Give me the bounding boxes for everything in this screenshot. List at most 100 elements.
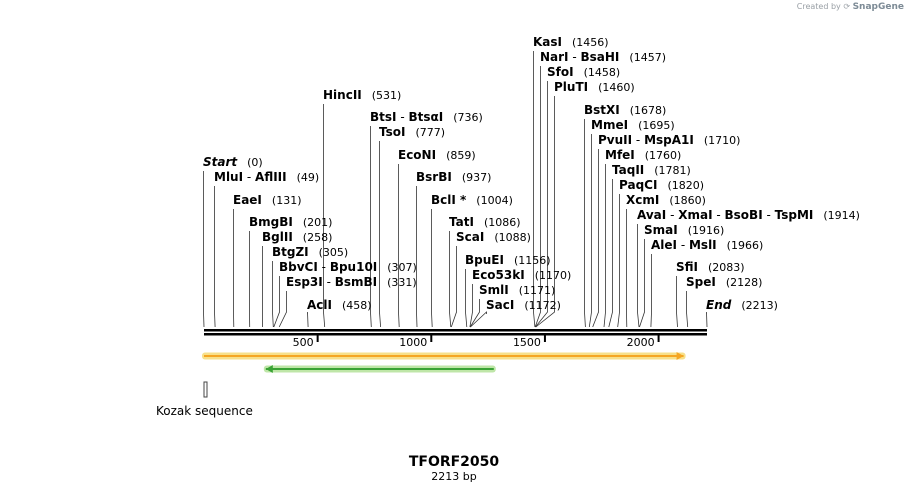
enzyme-name: TsoI — [379, 125, 405, 139]
axis-tick-mark — [316, 335, 319, 342]
site-position: (1172) — [524, 299, 561, 312]
site-position: (201) — [303, 216, 333, 229]
site-label[interactable]: SfiI (2083) — [676, 260, 745, 274]
site-label[interactable]: BpuEI (1156) — [465, 253, 551, 267]
site-mfei: MfeI (1760) — [603, 148, 681, 328]
site-leader-line — [370, 126, 372, 328]
feature-arrow-forward[interactable] — [202, 352, 686, 360]
enzyme-name: MspA1I — [644, 133, 694, 147]
site-label[interactable]: BsrBI (937) — [416, 170, 491, 184]
site-position: (1460) — [598, 81, 635, 94]
enzyme-name: XcmI — [626, 193, 659, 207]
site-label[interactable]: MfeI (1760) — [605, 148, 681, 162]
site-label[interactable]: PluTI (1460) — [554, 80, 635, 94]
site-label[interactable]: PvuII - MspA1I (1710) — [598, 133, 740, 147]
enzyme-name: SpeI — [686, 275, 716, 289]
site-label[interactable]: BtsI - BtsαI (736) — [370, 110, 483, 124]
enzyme-name: BsaHI — [581, 50, 620, 64]
feature-arrow-reverse[interactable] — [263, 365, 496, 373]
backbone-bottom-strand — [204, 333, 707, 336]
site-label[interactable]: BclI * (1004) — [431, 193, 513, 207]
site-position: (736) — [453, 111, 483, 124]
site-position: (1088) — [494, 231, 531, 244]
site-label[interactable]: NarI - BsaHI (1457) — [540, 50, 666, 64]
site-label[interactable]: SpeI (2128) — [686, 275, 762, 289]
site-name-separator: - — [632, 133, 644, 147]
site-label[interactable]: KasI (1456) — [533, 35, 609, 49]
site-leader-line — [608, 179, 613, 328]
site-label[interactable]: SfoI (1458) — [547, 65, 620, 79]
enzyme-name: MfeI — [605, 148, 635, 162]
site-label[interactable]: BtgZI (305) — [272, 245, 348, 259]
site-label[interactable]: SmlI (1171) — [479, 283, 555, 297]
site-paqci: PaqCI (1820) — [617, 178, 704, 328]
site-name-separator: - — [569, 50, 581, 64]
enzyme-name: HincII — [323, 88, 362, 102]
enzyme-name: SfoI — [547, 65, 574, 79]
site-tati: TatI (1086) — [449, 215, 521, 328]
enzyme-name: MluI — [214, 170, 243, 184]
site-label[interactable]: Eco53kI (1170) — [472, 268, 571, 282]
site-position: (1004) — [476, 194, 513, 207]
site-position: (531) — [372, 89, 402, 102]
site-label[interactable]: ScaI (1088) — [456, 230, 531, 244]
feature-kozak-sequence[interactable]: Kozak sequence — [156, 381, 253, 418]
site-label[interactable]: SacI (1172) — [486, 298, 561, 312]
site-label[interactable]: Esp3I - BsmBI (331) — [286, 275, 417, 289]
site-label[interactable]: PaqCI (1820) — [619, 178, 704, 192]
site-label[interactable]: MluI - AflIII (49) — [214, 170, 319, 184]
site-label[interactable]: EcoNI (859) — [398, 148, 476, 162]
site-name-separator: - — [243, 170, 255, 184]
enzyme-name: BpuEI — [465, 253, 504, 267]
site-end: End (2213) — [706, 298, 778, 328]
site-btgzi: BtgZI (305) — [272, 245, 348, 328]
enzyme-name: SfiI — [676, 260, 698, 274]
enzyme-name: BclI * — [431, 193, 467, 207]
site-label[interactable]: EaeI (131) — [233, 193, 302, 207]
site-label[interactable]: AvaI - XmaI - BsoBI - TspMI (1914) — [637, 208, 860, 222]
site-position: (307) — [387, 261, 417, 274]
enzyme-name: KasI — [533, 35, 562, 49]
site-label[interactable]: AleI - MslI (1966) — [651, 238, 763, 252]
site-leader-line — [639, 239, 645, 328]
site-label[interactable]: XcmI (1860) — [626, 193, 706, 207]
enzyme-name: BmgBI — [249, 215, 293, 229]
site-label[interactable]: BglII (258) — [262, 230, 332, 244]
site-label[interactable]: HincII (531) — [323, 88, 401, 102]
site-label[interactable]: BstXI (1678) — [584, 103, 666, 117]
site-bstxi: BstXI (1678) — [584, 103, 666, 328]
site-label[interactable]: BbvCI - Bpu10I (307) — [279, 260, 417, 274]
site-label[interactable]: Start (0) — [203, 155, 263, 169]
enzyme-name: Esp3I — [286, 275, 323, 289]
site-sfoi: SfoI (1458) — [535, 65, 620, 328]
site-label[interactable]: TatI (1086) — [449, 215, 521, 229]
site-bpuei: BpuEI (1156) — [465, 253, 551, 328]
map-title: TFORF2050 — [409, 454, 500, 470]
site-position: (1458) — [584, 66, 621, 79]
site-position: (1860) — [669, 194, 706, 207]
enzyme-name: BsoBI — [725, 208, 763, 222]
enzyme-name: BsrBI — [416, 170, 452, 184]
enzyme-name: BtsαI — [408, 110, 443, 124]
site-leader-line — [450, 246, 457, 328]
site-eco53ki: Eco53kI (1170) — [469, 268, 571, 328]
site-label[interactable]: TsoI (777) — [379, 125, 445, 139]
enzyme-name: BsmBI — [335, 275, 377, 289]
site-leader-line — [416, 186, 418, 328]
site-bmgbi: BmgBI (201) — [249, 215, 332, 328]
site-label[interactable]: TaqII (1781) — [612, 163, 691, 177]
site-leader-line — [706, 311, 708, 328]
enzyme-name: End — [706, 298, 732, 312]
enzyme-name: PaqCI — [619, 178, 657, 192]
site-label[interactable]: End (2213) — [706, 298, 778, 312]
site-label[interactable]: AclI (458) — [307, 298, 372, 312]
enzyme-name: BtgZI — [272, 245, 309, 259]
site-position: (1914) — [823, 209, 860, 222]
site-position: (1678) — [630, 104, 667, 117]
site-label[interactable]: SmaI (1916) — [644, 223, 724, 237]
enzyme-name: SmaI — [644, 223, 678, 237]
site-position: (777) — [415, 126, 445, 139]
site-leader-line — [617, 194, 620, 328]
site-label[interactable]: MmeI (1695) — [591, 118, 675, 132]
site-label[interactable]: BmgBI (201) — [249, 215, 332, 229]
